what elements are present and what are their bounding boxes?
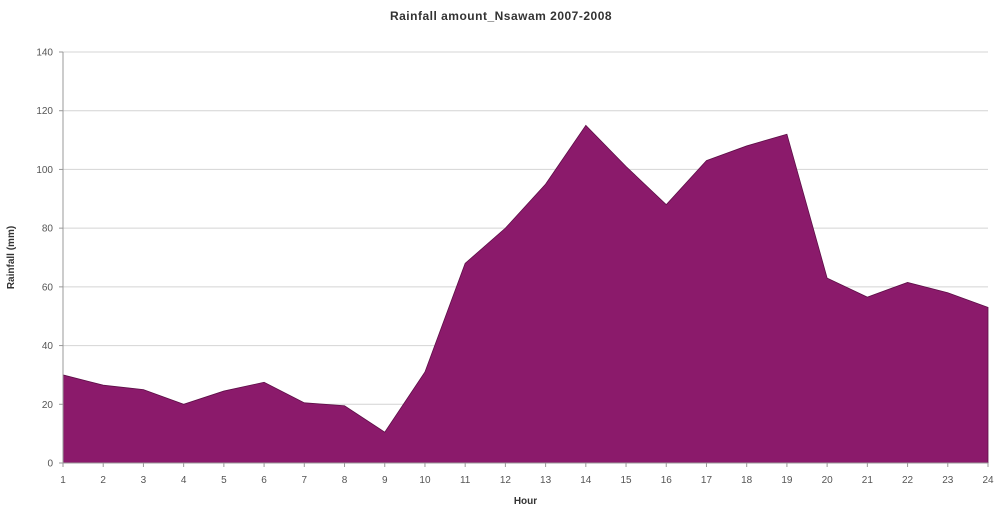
y-axis-title: Rainfall (mm) [6, 226, 17, 289]
x-tick-label: 11 [460, 475, 471, 486]
x-tick-label: 20 [822, 475, 834, 486]
x-tick-label: 5 [221, 475, 227, 486]
y-tick-label: 140 [36, 48, 53, 59]
y-tick-labels: 0 20 40 60 80 100 120 140 [36, 48, 53, 470]
x-tick-label: 1 [60, 475, 66, 486]
x-tick-label: 13 [540, 475, 552, 486]
x-tick-label: 4 [181, 475, 187, 486]
x-tick-label: 14 [580, 475, 592, 486]
x-tick-label: 16 [661, 475, 673, 486]
x-tick-label: 12 [500, 475, 512, 486]
x-axis-title: Hour [514, 496, 537, 507]
y-tick-label: 120 [36, 106, 53, 117]
x-tick-label: 18 [741, 475, 753, 486]
area-series [62, 124, 989, 464]
y-tick-label: 100 [36, 165, 53, 176]
x-tick-label: 24 [982, 475, 994, 486]
x-tick-label: 21 [862, 475, 874, 486]
x-tick-label: 22 [902, 475, 914, 486]
area-series-0 [62, 124, 989, 464]
y-tick-label: 40 [42, 341, 54, 352]
x-tick-label: 8 [342, 475, 348, 486]
x-tick-label: 7 [302, 475, 308, 486]
y-tick-label: 60 [42, 282, 54, 293]
y-tick-label: 80 [42, 224, 54, 235]
chart-title: Rainfall amount_Nsawam 2007-2008 [389, 9, 613, 23]
x-tick-label: 17 [701, 475, 713, 486]
x-tick-label: 10 [419, 475, 431, 486]
x-tick-label: 15 [620, 475, 632, 486]
x-tick-label: 9 [382, 475, 388, 486]
x-tick-label: 6 [261, 475, 267, 486]
x-tick-label: 19 [781, 475, 793, 486]
x-tick-label: 3 [141, 475, 147, 486]
x-tick-labels: 1 2 3 4 5 6 7 8 9 10 11 12 13 14 15 16 17 18 19 20 21 22 23 24 [60, 475, 994, 486]
x-tick-label: 2 [100, 475, 106, 486]
axes [59, 51, 989, 467]
y-tick-label: 20 [42, 400, 54, 411]
y-tick-label: 0 [47, 459, 53, 470]
x-tick-label: 23 [942, 475, 954, 486]
